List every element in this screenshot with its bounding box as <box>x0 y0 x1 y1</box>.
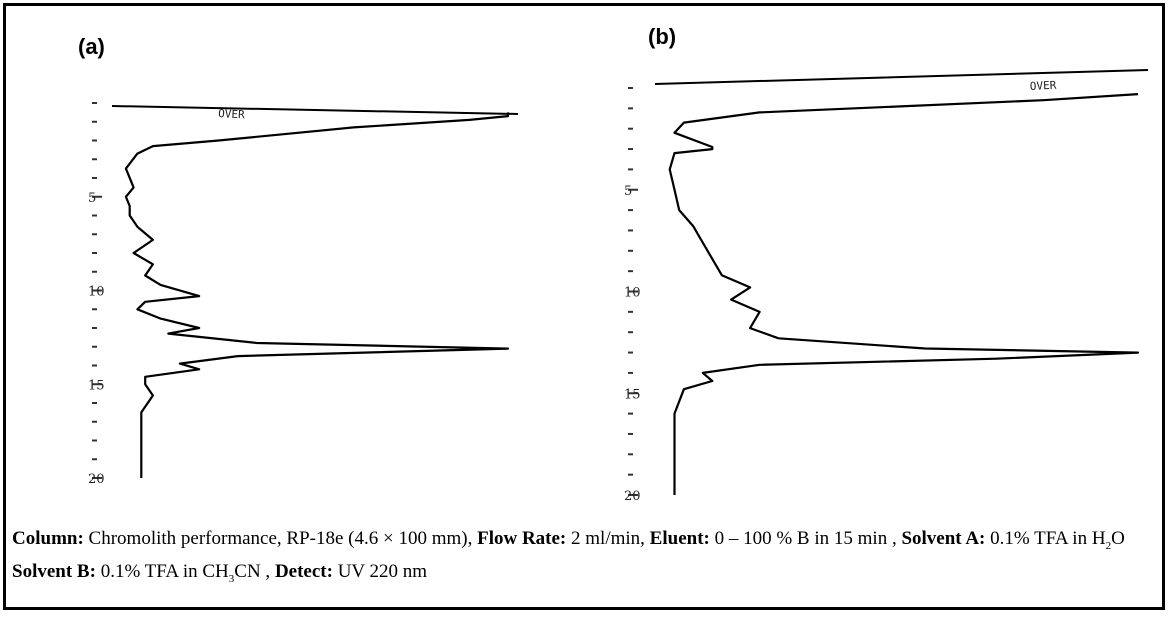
caption-flow-label: Flow Rate: <box>472 528 567 549</box>
time-tick-label: 20 <box>624 489 641 504</box>
time-tick-label: 5 <box>88 191 96 206</box>
caption-solvent-b-tail: CN , <box>234 560 271 582</box>
caption-solvent-a-tail: O <box>1111 528 1125 549</box>
caption-eluent-label: Eluent: <box>644 528 710 549</box>
chromatogram-trace <box>668 93 1140 495</box>
time-tick-label: 15 <box>88 378 105 393</box>
caption-solvent-b-label: Solvent B: <box>12 560 96 582</box>
caption-column-value: Chromolith performance, RP-18e (4.6 × 10… <box>83 528 473 549</box>
chromatogram-b: 5 10 15 20 OVER <box>624 69 1149 504</box>
time-tick-label: 10 <box>624 286 641 301</box>
caption-detect-label: Detect: <box>270 560 333 582</box>
caption-column-label: Column: <box>12 528 84 549</box>
caption-solvent-a-sub: 2 <box>1105 539 1112 552</box>
caption-eluent-value: 0 – 100 % B in 15 min , <box>709 528 897 549</box>
figure-caption: Column: Chromolith performance, RP-18e (… <box>12 526 1152 592</box>
solvent-front-line <box>111 105 519 115</box>
chromatogram-trace <box>124 112 510 478</box>
caption-solvent-b-value: 0.1% TFA in CH <box>95 560 229 582</box>
time-tick-label: 15 <box>624 387 641 402</box>
time-tick-label: 10 <box>88 285 105 300</box>
caption-detect-value: UV 220 nm <box>332 560 428 582</box>
caption-solvent-a-value: 0.1% TFA in H <box>985 528 1106 549</box>
caption-flow-value: 2 ml/min, <box>566 528 645 549</box>
over-marker: OVER <box>218 107 246 121</box>
panel-b-label: (b) <box>648 24 677 49</box>
time-tick-label: 5 <box>624 184 632 199</box>
chromatogram-a: 5 10 15 20 OVER <box>88 102 519 487</box>
time-tick-label: 20 <box>88 472 105 487</box>
over-marker: OVER <box>1029 79 1057 93</box>
panel-a-label: (a) <box>78 34 105 59</box>
solvent-front-line <box>654 69 1149 85</box>
caption-solvent-a-label: Solvent A: <box>896 528 986 549</box>
caption-solvent-b-sub: 3 <box>228 572 235 585</box>
